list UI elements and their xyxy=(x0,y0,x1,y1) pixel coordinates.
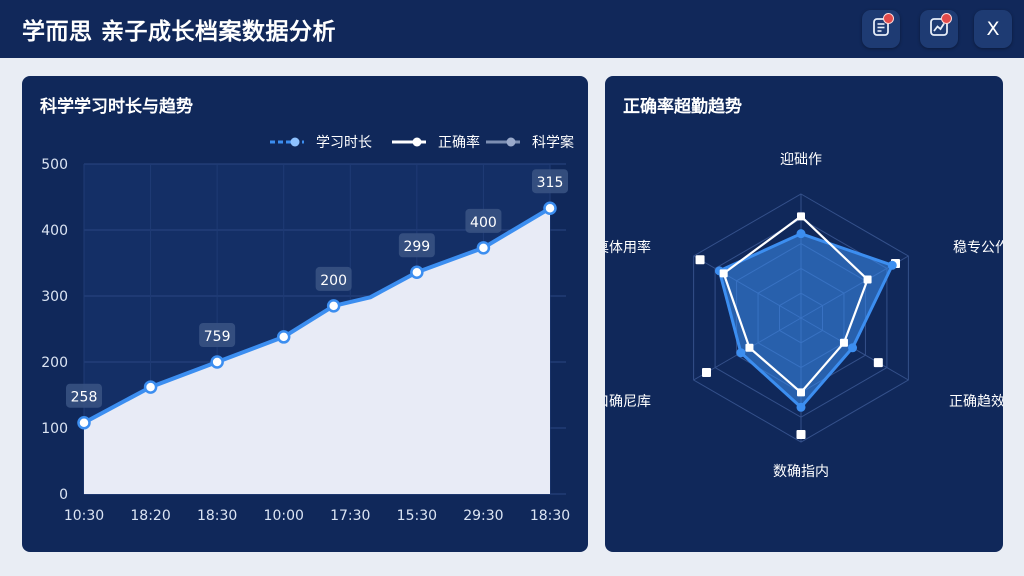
data-point xyxy=(210,355,224,369)
radar-series-point xyxy=(887,260,897,270)
data-point xyxy=(326,299,341,313)
panel-title: 科学学习时长与趋势 xyxy=(40,97,193,117)
radar-outer-marker xyxy=(701,368,711,378)
radar-axis-label: 口确尼库 xyxy=(605,394,651,410)
data-label: 400 xyxy=(470,215,497,231)
radar-series-point xyxy=(719,269,728,278)
y-tick-label: 200 xyxy=(41,355,68,371)
study-time-chart: 0 100 200 300 400 500 10:30 18:20 18:30 10:00 17:3… xyxy=(41,134,574,524)
radar-axis-label: 迎础作 xyxy=(780,152,822,168)
radar-series-point xyxy=(797,388,805,397)
radar-axis-label: 数确指内 xyxy=(773,464,829,480)
data-label: 299 xyxy=(403,239,430,255)
document-chart-icon xyxy=(870,16,892,42)
data-label-box xyxy=(199,323,236,347)
x-tick-label: 29:30 xyxy=(463,508,503,524)
data-label: 315 xyxy=(537,175,564,191)
radar-outer-marker xyxy=(796,430,806,440)
data-point xyxy=(276,330,291,344)
data-label: 258 xyxy=(71,390,98,406)
radar-series-point xyxy=(745,343,754,352)
radar-series-area xyxy=(717,232,895,410)
x-tick-label: 18:20 xyxy=(130,508,170,524)
data-point xyxy=(77,415,91,430)
legend-label: 科学案 xyxy=(532,134,574,151)
x-tick-label: 18:30 xyxy=(197,508,237,524)
x-tick-label: 18:30 xyxy=(530,508,570,524)
radar-series-point xyxy=(839,338,848,347)
trend-button[interactable] xyxy=(920,10,958,48)
series-area xyxy=(84,208,550,494)
notification-badge xyxy=(883,13,894,24)
data-point xyxy=(143,380,158,394)
legend-marker xyxy=(412,137,422,147)
data-point xyxy=(476,241,491,255)
radar-series-point xyxy=(863,275,872,284)
x-tick-label: 10:00 xyxy=(264,508,304,524)
notification-badge xyxy=(941,13,952,24)
radar-series-point xyxy=(736,348,746,358)
data-label-box xyxy=(465,208,502,233)
x-tick-label: 10:30 xyxy=(64,508,104,524)
data-label-box xyxy=(315,266,352,291)
data-point xyxy=(543,201,557,215)
data-label: 200 xyxy=(320,273,347,289)
trend-chart-icon xyxy=(928,16,950,42)
legend-marker xyxy=(506,137,516,147)
radar-outer-marker xyxy=(873,358,883,368)
y-tick-label: 400 xyxy=(41,223,68,239)
data-label-box xyxy=(398,233,435,258)
study-time-panel: 科学学习时长与趋势 0 100 200 300 400 500 10:30 18:20 18:3… xyxy=(22,76,588,552)
radar-outer-marker xyxy=(695,255,705,265)
legend-label: 学习时长 xyxy=(316,135,372,151)
page-title: 学而思 亲子成长档案数据分析 xyxy=(22,19,337,45)
data-label-box xyxy=(532,169,568,194)
radar-series-point xyxy=(796,402,806,412)
x-tick-label: 17:30 xyxy=(330,508,370,524)
radar-axis-label: 稳专公作 xyxy=(953,240,1003,256)
radar-axis-label: 菓体用率 xyxy=(605,239,651,256)
legend-label: 正确率 xyxy=(438,134,480,151)
report-button[interactable] xyxy=(862,10,900,48)
data-point xyxy=(410,265,424,279)
legend-marker xyxy=(290,137,300,147)
close-button[interactable]: X xyxy=(974,10,1012,48)
y-tick-label: 0 xyxy=(59,487,68,503)
radar-series-point xyxy=(797,212,805,221)
y-tick-label: 500 xyxy=(41,157,68,173)
y-tick-label: 300 xyxy=(41,289,68,305)
x-tick-label: 15:30 xyxy=(397,508,437,524)
app-header: 学而思 亲子成长档案数据分析 X xyxy=(0,0,1024,58)
radar-series-point xyxy=(796,229,806,239)
close-icon: X xyxy=(986,18,1000,40)
data-label: 759 xyxy=(204,329,231,345)
radar-axis-label: 正确趋效 xyxy=(949,394,1003,410)
radar-series-point xyxy=(848,343,858,353)
data-label-box xyxy=(66,383,102,408)
y-tick-label: 100 xyxy=(41,421,68,437)
panel-title: 正确率超勤趋势 xyxy=(623,97,742,117)
